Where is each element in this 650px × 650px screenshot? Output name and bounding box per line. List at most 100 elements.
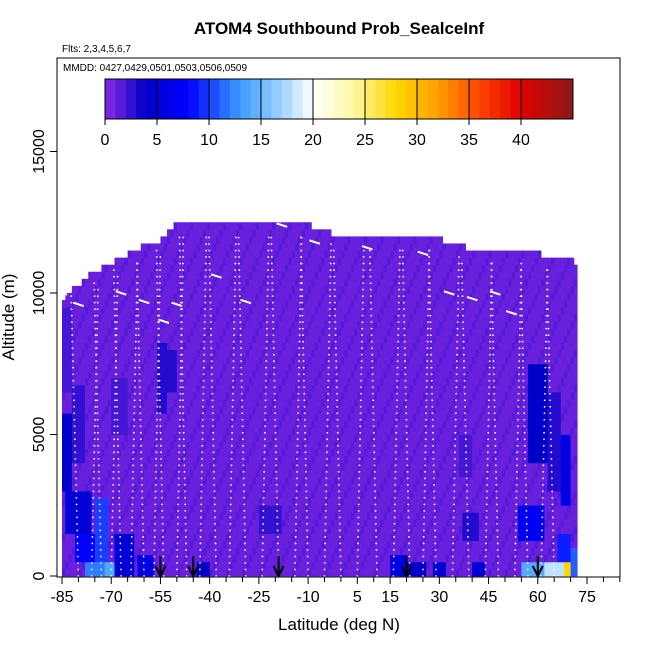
heatmap-cell <box>235 533 240 542</box>
heatmap-cell <box>180 384 184 393</box>
heatmap-cell <box>193 271 197 280</box>
heatmap-cell <box>219 540 224 549</box>
heatmap-cell <box>189 441 194 450</box>
heatmap-cell <box>386 561 391 570</box>
heatmap-cell <box>354 498 358 506</box>
heatmap-cell <box>281 476 286 485</box>
heatmap-cell <box>275 328 279 336</box>
heatmap-cell <box>84 547 89 556</box>
heatmap-cell <box>212 356 217 365</box>
heatmap-cell <box>258 434 263 442</box>
heatmap-cell <box>219 264 224 273</box>
heatmap-cell <box>367 399 371 407</box>
heatmap-cell <box>337 484 342 492</box>
heatmap-cell <box>209 314 214 322</box>
heatmap-cell <box>121 321 125 329</box>
heatmap-cell <box>107 264 112 273</box>
heatmap-cell <box>107 547 112 556</box>
heatmap-cell <box>311 278 316 287</box>
heatmap-cell <box>209 455 214 464</box>
heatmap-cell <box>163 370 168 379</box>
heatmap-cell <box>285 370 289 379</box>
heatmap-cell <box>84 349 89 358</box>
heatmap-cell <box>255 476 260 485</box>
heatmap-cell <box>130 278 135 287</box>
heatmap-cell <box>206 533 211 542</box>
heatmap-cell <box>272 236 276 244</box>
heatmap-cell <box>153 243 158 251</box>
heatmap-cell <box>242 243 247 251</box>
heatmap-cell <box>111 342 115 350</box>
heatmap-cell <box>314 236 319 244</box>
heatmap-cell <box>193 293 197 301</box>
heatmap-cell <box>140 547 145 556</box>
heatmap-cell <box>137 293 142 301</box>
heatmap-cell <box>321 441 325 450</box>
heatmap-cell <box>265 469 270 478</box>
heatmap-cell <box>180 413 184 421</box>
heatmap-cell <box>170 285 174 294</box>
heatmap-cell <box>285 399 289 407</box>
heatmap-cell <box>311 469 316 478</box>
heatmap-cell <box>291 243 296 251</box>
heatmap-cell <box>308 229 312 237</box>
heatmap-cell <box>252 243 256 251</box>
heatmap-cell <box>222 568 227 577</box>
heatmap-cell <box>334 384 339 393</box>
heatmap-cell <box>180 257 184 266</box>
heatmap-cell <box>317 321 322 329</box>
heatmap-cell <box>347 243 352 251</box>
heatmap-cell <box>130 476 135 485</box>
heatmap-cell <box>311 392 316 400</box>
heatmap-cell <box>396 448 401 457</box>
heatmap-cell <box>219 505 224 513</box>
heatmap-cell <box>265 264 270 273</box>
heatmap-cell <box>291 264 296 273</box>
heatmap-cell <box>137 512 142 520</box>
heatmap-cell <box>360 363 365 372</box>
heatmap-cell <box>78 335 83 343</box>
heatmap-cell <box>242 448 247 457</box>
heatmap-cell <box>360 413 365 421</box>
heatmap-cell <box>367 568 371 577</box>
heatmap-cell <box>104 491 109 499</box>
heatmap-cell <box>78 384 83 393</box>
heatmap-cell <box>235 476 240 485</box>
heatmap-cell <box>219 271 224 280</box>
heatmap-cell <box>354 484 358 492</box>
heatmap-cell <box>153 399 158 407</box>
heatmap-cell <box>311 250 316 259</box>
heatmap-cell <box>242 377 247 386</box>
heatmap-cell <box>104 392 109 400</box>
heatmap-cell <box>314 476 319 485</box>
heatmap-cell <box>150 540 155 549</box>
heatmap-cell <box>219 321 224 329</box>
heatmap-cell <box>399 526 404 534</box>
heatmap-cell <box>127 505 132 513</box>
heatmap-cell <box>390 271 394 280</box>
heatmap-cell <box>337 236 342 244</box>
heatmap-cell <box>134 278 138 287</box>
heatmap-cell <box>212 377 217 386</box>
heatmap-cell <box>285 406 289 414</box>
heatmap-cell <box>75 498 79 506</box>
heatmap-cell <box>203 476 207 485</box>
heatmap-cell <box>199 250 204 259</box>
heatmap-cell <box>337 441 342 450</box>
heatmap-cell <box>186 568 191 577</box>
heatmap-cell <box>81 512 86 520</box>
heatmap-cell <box>262 271 266 280</box>
heatmap-cell <box>380 448 384 457</box>
heatmap-cell <box>104 300 109 308</box>
heatmap-cell <box>268 285 273 294</box>
heatmap-cell <box>344 526 348 534</box>
heatmap-cell <box>396 491 401 499</box>
heatmap-cell <box>399 271 404 280</box>
heatmap-cell <box>180 462 184 471</box>
heatmap-cell <box>344 285 348 294</box>
heatmap-cell <box>258 384 263 393</box>
heatmap-cell <box>160 455 165 464</box>
heatmap-cell <box>137 554 142 563</box>
heatmap-cell <box>84 300 89 308</box>
heatmap-cell <box>222 335 227 343</box>
